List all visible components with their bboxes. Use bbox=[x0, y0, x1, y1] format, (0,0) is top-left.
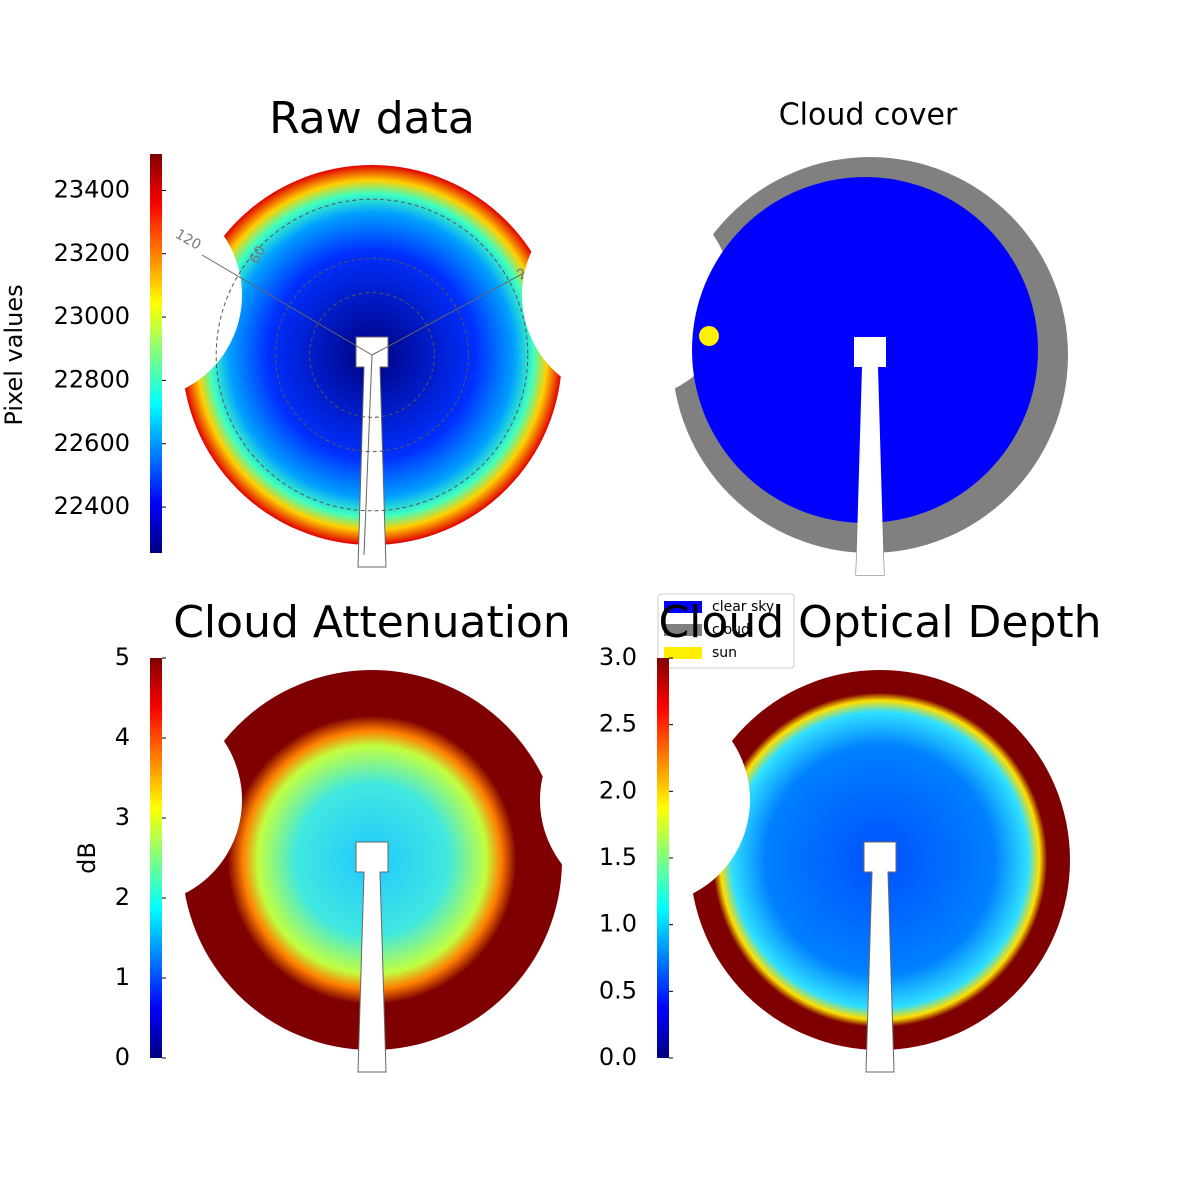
mast bbox=[355, 841, 389, 1073]
image-notch bbox=[32, 695, 242, 905]
colorbar-tick-label: 23200 bbox=[54, 239, 130, 267]
colorbar-tick-label: 22800 bbox=[54, 365, 130, 393]
colorbar-tick-label: 4 bbox=[115, 723, 130, 751]
legend-label: sun bbox=[712, 645, 737, 661]
colorbar-tick-label: 23000 bbox=[54, 302, 130, 330]
colorbar-tick-label: 0.5 bbox=[599, 976, 637, 1004]
polar-label: 60 bbox=[247, 243, 270, 266]
colorbar-tick-label: 3 bbox=[115, 803, 130, 831]
legend-label: clear sky bbox=[712, 599, 774, 615]
colorbar-tick-label: 1 bbox=[115, 963, 130, 991]
polar-spoke bbox=[201, 254, 373, 356]
mast bbox=[355, 336, 389, 568]
legend-swatch bbox=[664, 647, 702, 659]
mast bbox=[863, 841, 897, 1073]
colorbar-tick-label: 5 bbox=[115, 643, 130, 671]
panel-title: Cloud Optical Depth bbox=[658, 597, 1101, 648]
colorbar bbox=[150, 154, 162, 553]
colorbar-tick-label: 22600 bbox=[54, 429, 130, 457]
image-notch bbox=[540, 695, 750, 905]
polar-grid bbox=[274, 257, 470, 453]
panel-title: Cloud cover bbox=[779, 98, 958, 133]
legend-swatch bbox=[664, 624, 702, 636]
colorbar-tick-label: 2.0 bbox=[599, 776, 637, 804]
colorbar-tick-label: 1.0 bbox=[599, 910, 637, 938]
legend-label: cloud bbox=[712, 622, 750, 638]
polar-spoke bbox=[363, 354, 373, 556]
colorbar-tick-label: 3.0 bbox=[599, 643, 637, 671]
sun-marker bbox=[699, 326, 719, 346]
colorbar-label: dB bbox=[73, 842, 101, 874]
colorbar-tick-label: 0 bbox=[115, 1043, 130, 1071]
polar-grid bbox=[309, 292, 435, 418]
image-notch bbox=[522, 190, 732, 400]
colorbar-tick-label: 23400 bbox=[54, 175, 130, 203]
legend-swatch bbox=[664, 601, 702, 613]
colorbar-tick-label: 2 bbox=[115, 883, 130, 911]
colorbar-tick-label: 2.5 bbox=[599, 710, 637, 738]
colorbar-tick-label: 0.0 bbox=[599, 1043, 637, 1071]
colorbar bbox=[657, 658, 669, 1058]
colorbar bbox=[150, 658, 162, 1058]
mast bbox=[854, 337, 886, 575]
panel-title: Raw data bbox=[269, 93, 475, 144]
polar-grid bbox=[215, 198, 529, 512]
colorbar-label: Pixel values bbox=[0, 284, 28, 425]
panel-title: Cloud Attenuation bbox=[173, 597, 571, 648]
colorbar-tick-label: 1.5 bbox=[599, 843, 637, 871]
colorbar-tick-label: 22400 bbox=[54, 492, 130, 520]
image-notch bbox=[32, 190, 242, 400]
